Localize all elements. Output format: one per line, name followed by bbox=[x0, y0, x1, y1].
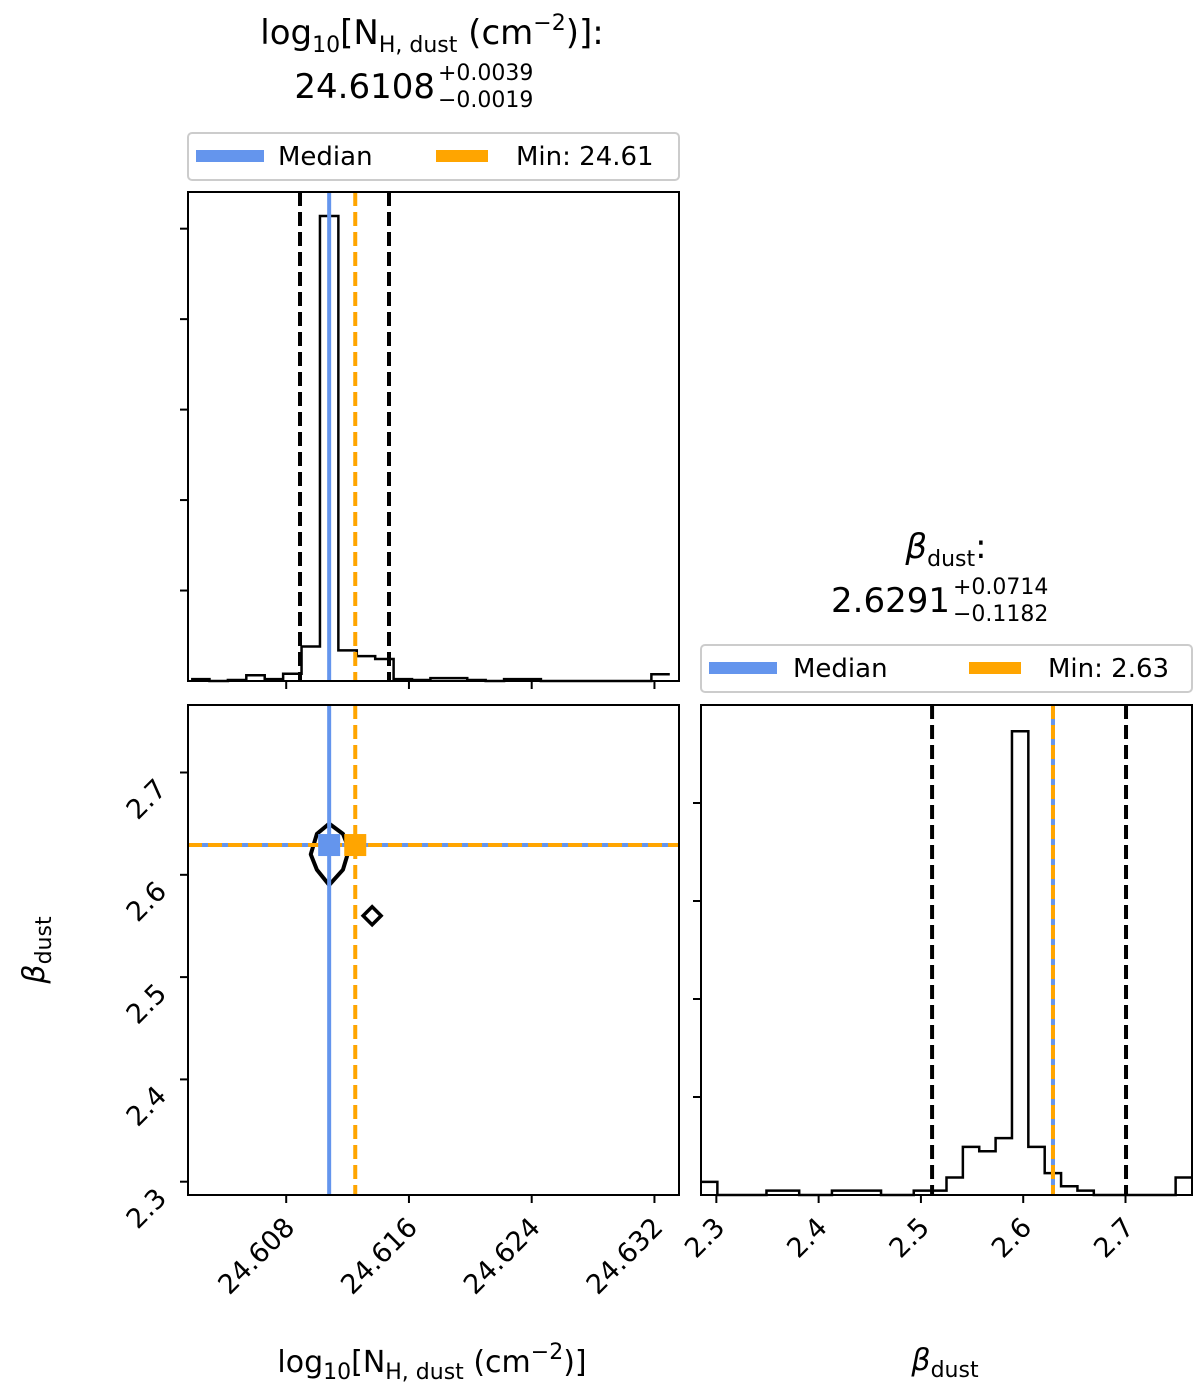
y-axis-label-beta: βdust bbox=[17, 916, 57, 985]
nh-hist-bar bbox=[651, 674, 669, 681]
beta-hist-step bbox=[701, 730, 1192, 1197]
beta-legend-box bbox=[700, 644, 1193, 693]
nh-hist-bar bbox=[302, 646, 320, 681]
joint-min-point bbox=[344, 834, 367, 857]
nh-title-minus: −0.0019 bbox=[438, 88, 533, 113]
nh-legend-box bbox=[187, 132, 680, 181]
beta-legend: Median Min: 2.63 bbox=[700, 644, 1193, 693]
joint-frame bbox=[187, 704, 680, 1196]
beta-hist-bar bbox=[979, 1151, 995, 1195]
nh-legend-min-label: Min: 24.61 bbox=[516, 142, 654, 172]
x-axis-label-nh: log10[NH, dust (cm−2)] bbox=[277, 1340, 586, 1385]
beta-hist-bar bbox=[701, 1182, 717, 1195]
nh-marginal-frame bbox=[187, 191, 680, 682]
joint-outlier-diamond bbox=[360, 904, 384, 928]
beta-legend-min-label: Min: 2.63 bbox=[1048, 654, 1169, 684]
beta-title-label: βdust: bbox=[904, 527, 986, 572]
beta-title-minus: −0.1182 bbox=[953, 602, 1048, 627]
beta-hist-bar bbox=[963, 1147, 979, 1195]
nh-hist-bar bbox=[357, 656, 375, 681]
nh-title-value: 24.6108 bbox=[294, 67, 435, 107]
beta-hist-bar bbox=[1012, 731, 1028, 1195]
nh-title-label: log10[NH, dust (cm−2)]: bbox=[260, 11, 603, 58]
beta-histogram bbox=[701, 730, 1192, 1197]
beta-hist-bar bbox=[947, 1178, 963, 1196]
beta-legend-median-label: Median bbox=[793, 654, 888, 684]
nh-legend-median-label: Median bbox=[278, 142, 373, 172]
nh-title-plus: +0.0039 bbox=[438, 61, 533, 86]
beta-title-value: 2.6291 bbox=[831, 581, 950, 621]
beta-hist-bar bbox=[1028, 1147, 1044, 1195]
beta-hist-bar bbox=[1176, 1178, 1192, 1196]
beta-hist-bar bbox=[1061, 1186, 1077, 1195]
x-axis-label-beta: βdust bbox=[910, 1343, 979, 1383]
beta-title-plus: +0.0714 bbox=[953, 575, 1048, 600]
beta-hist-bar bbox=[996, 1138, 1012, 1195]
beta-marginal-frame bbox=[700, 704, 1193, 1196]
joint-median-point bbox=[318, 834, 341, 857]
nh-legend: Median Min: 24.61 bbox=[187, 132, 680, 181]
